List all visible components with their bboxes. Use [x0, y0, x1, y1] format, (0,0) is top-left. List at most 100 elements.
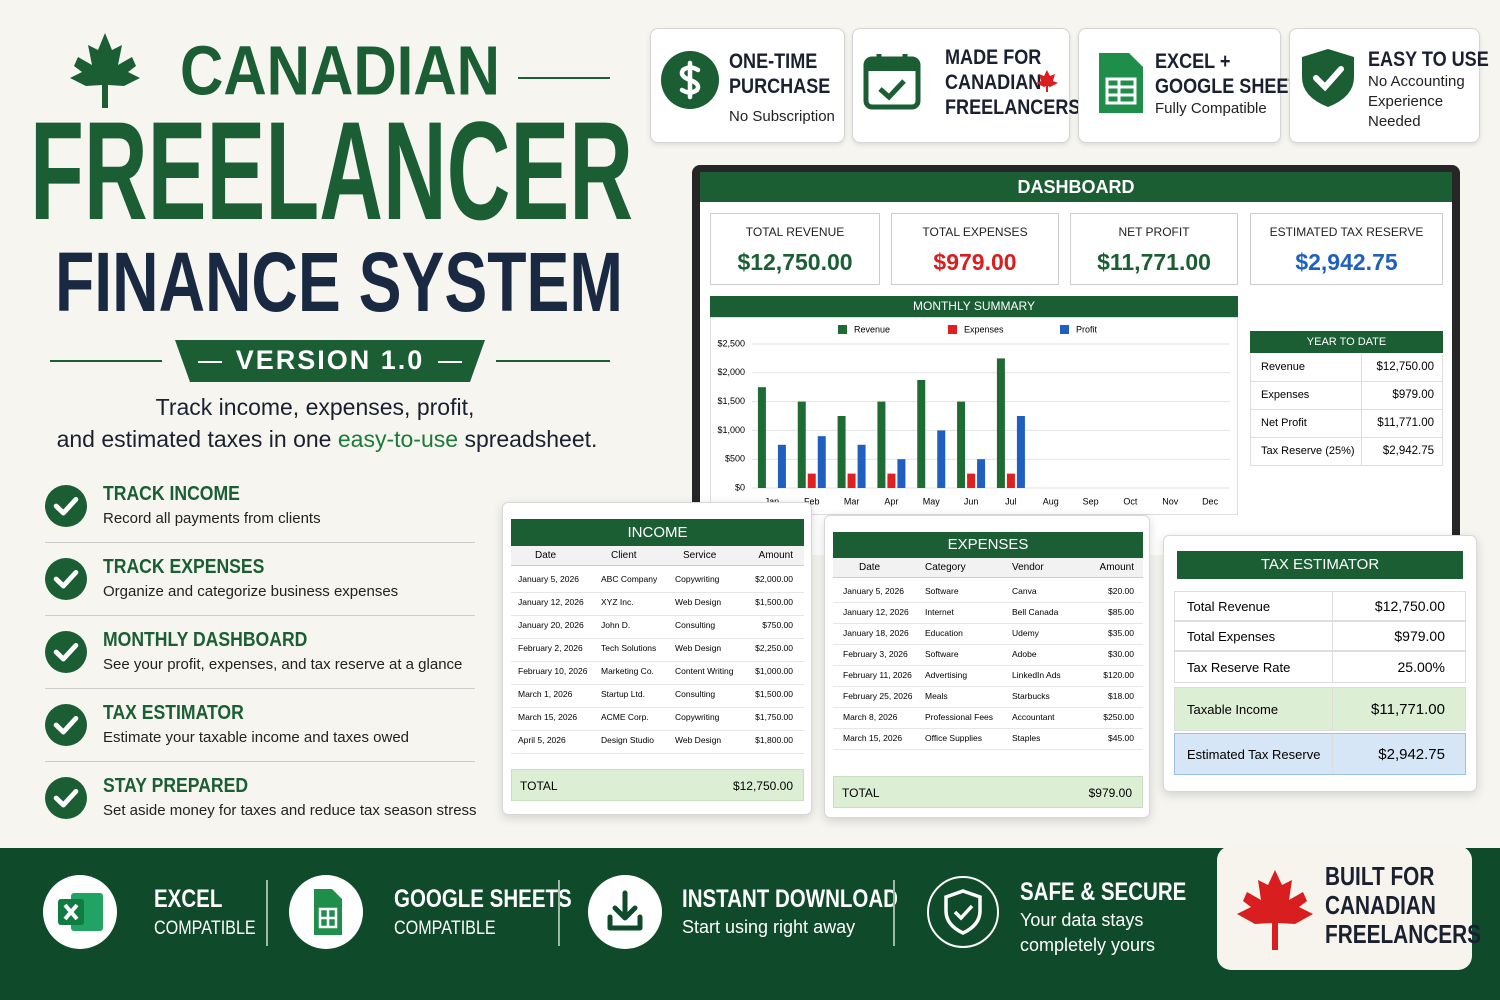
tax-value: $979.00: [1394, 628, 1445, 644]
total-value: $12,750.00: [732, 779, 793, 793]
cell: XYZ Inc.: [601, 597, 634, 607]
bar: [917, 380, 926, 488]
footer-text: SAFE & SECURE Your data stays completely y…: [1020, 878, 1223, 957]
icon: [1095, 51, 1153, 115]
icon: [44, 630, 88, 674]
cell: March 15, 2026: [843, 733, 903, 743]
ytd-label: Net Profit: [1261, 417, 1307, 429]
badge-title: GOOGLE SHEETS: [1155, 75, 1312, 98]
check: [53, 496, 79, 516]
footer-title: INSTANT DOWNLOAD: [682, 885, 898, 913]
row-line: [511, 753, 804, 754]
kpi-value: $12,750.00: [737, 249, 853, 275]
chart-svg: $0 $500 $1,000 $1,500 $2,000 $2,500 Jan Feb Mar A…: [717, 324, 1230, 506]
kpi: NET PROFIT $11,771.00: [1070, 213, 1238, 285]
cell: $1,750.00: [755, 712, 793, 722]
bar: [807, 473, 816, 488]
maple-leaf: [1036, 70, 1058, 92]
separator: [45, 688, 475, 689]
chart-frame: [710, 317, 1238, 515]
tagline-highlight: easy-to-use: [338, 426, 458, 452]
total-row: TOTAL $12,750.00: [511, 769, 804, 801]
cell: $120.00: [1103, 670, 1134, 680]
cell: Startup Ltd.: [601, 689, 645, 699]
ytd-sep: [1361, 410, 1362, 437]
row-line: [833, 749, 1143, 750]
tax-value: 25.00%: [1397, 659, 1445, 675]
row-line: [511, 592, 804, 593]
ytd-sep: [1361, 438, 1362, 465]
feature-desc: Estimate your taxable income and taxes o…: [103, 729, 409, 746]
cell: Marketing Co.: [601, 666, 654, 676]
bar: [897, 459, 906, 488]
check: [953, 904, 974, 921]
footer-title: GOOGLE SHEETS: [394, 885, 572, 913]
header: CANADIAN FREELANCER FINANCE SYSTEM VERSI…: [30, 31, 633, 452]
maple-leaf: [1237, 870, 1313, 950]
separator: [45, 761, 475, 762]
footer-title: SAFE & SECURE: [1020, 878, 1187, 906]
cell: January 18, 2026: [843, 628, 909, 638]
tagline-part: and estimated taxes in one: [57, 426, 332, 452]
x-tick-label: Jan: [765, 496, 780, 506]
cell: February 10, 2026: [518, 666, 588, 676]
footer-subtitle: COMPATIBLE: [394, 918, 496, 939]
built-for: BUILT FOR CANADIAN FREELANCERS: [1217, 846, 1481, 970]
y-tick-label: $2,000: [717, 367, 745, 377]
feature-title: TRACK EXPENSES: [103, 556, 265, 578]
cell: March 8, 2026: [843, 712, 898, 722]
tax-row: Total Revenue $12,750.00: [1174, 591, 1466, 621]
ytd-label: Tax Reserve (25%): [1261, 445, 1355, 457]
built-line: CANADIAN: [1325, 890, 1436, 920]
x-mark: [63, 903, 79, 921]
cell: Software: [925, 649, 959, 659]
cell: Tech Solutions: [601, 643, 657, 653]
total-label: TOTAL: [842, 786, 880, 800]
icon: [588, 875, 662, 949]
bar: [937, 430, 946, 488]
feature-title: MONTHLY DASHBOARD: [103, 629, 308, 651]
version: VERSION 1.0: [236, 345, 425, 375]
cell: John D.: [601, 620, 631, 630]
cell: Copywriting: [675, 574, 720, 584]
row-line: [833, 707, 1143, 708]
tax-sep: [1332, 734, 1333, 774]
badge-title: FREELANCERS: [945, 96, 1081, 119]
feature-title: TRACK INCOME: [103, 483, 240, 505]
bar: [1016, 416, 1025, 488]
x-tick-label: Oct: [1123, 496, 1138, 506]
cell: $20.00: [1108, 586, 1134, 596]
circle: [45, 777, 87, 819]
icon: [43, 875, 117, 949]
column-header: Service: [683, 550, 717, 561]
icon: [44, 557, 88, 601]
ribbon: [175, 340, 485, 382]
cell: $750.00: [762, 620, 793, 630]
title-sub: FINANCE SYSTEM: [55, 235, 623, 329]
cell: $30.00: [1108, 649, 1134, 659]
legend-label: Profit: [1076, 324, 1098, 334]
x-tick-label: Mar: [844, 496, 860, 506]
y-tick-label: $1,000: [717, 425, 745, 435]
ytd-title: YEAR TO DATE: [1250, 331, 1443, 353]
check: [878, 79, 906, 101]
table-title: TAX ESTIMATOR: [1177, 551, 1463, 579]
bar: [817, 436, 826, 488]
cell: January 12, 2026: [518, 597, 584, 607]
check: [53, 788, 79, 808]
cell: January 12, 2026: [843, 607, 909, 617]
cell: $1,000.00: [755, 666, 793, 676]
cell: $2,250.00: [755, 643, 793, 653]
tax-value: $2,942.75: [1378, 746, 1445, 763]
cell: $35.00: [1108, 628, 1134, 638]
badge-text: EASY TO USE No Accounting Experience Needed: [1368, 47, 1489, 132]
tax-label: Tax Reserve Rate: [1187, 660, 1291, 675]
bar: [1006, 473, 1015, 488]
cell: $1,500.00: [755, 597, 793, 607]
check: [53, 642, 79, 662]
column-header: Amount: [1099, 562, 1134, 573]
icon-svg: [45, 631, 87, 673]
separator: [45, 615, 475, 616]
badge-title: MADE FOR: [945, 46, 1042, 69]
cell: Starbucks: [1012, 691, 1050, 701]
